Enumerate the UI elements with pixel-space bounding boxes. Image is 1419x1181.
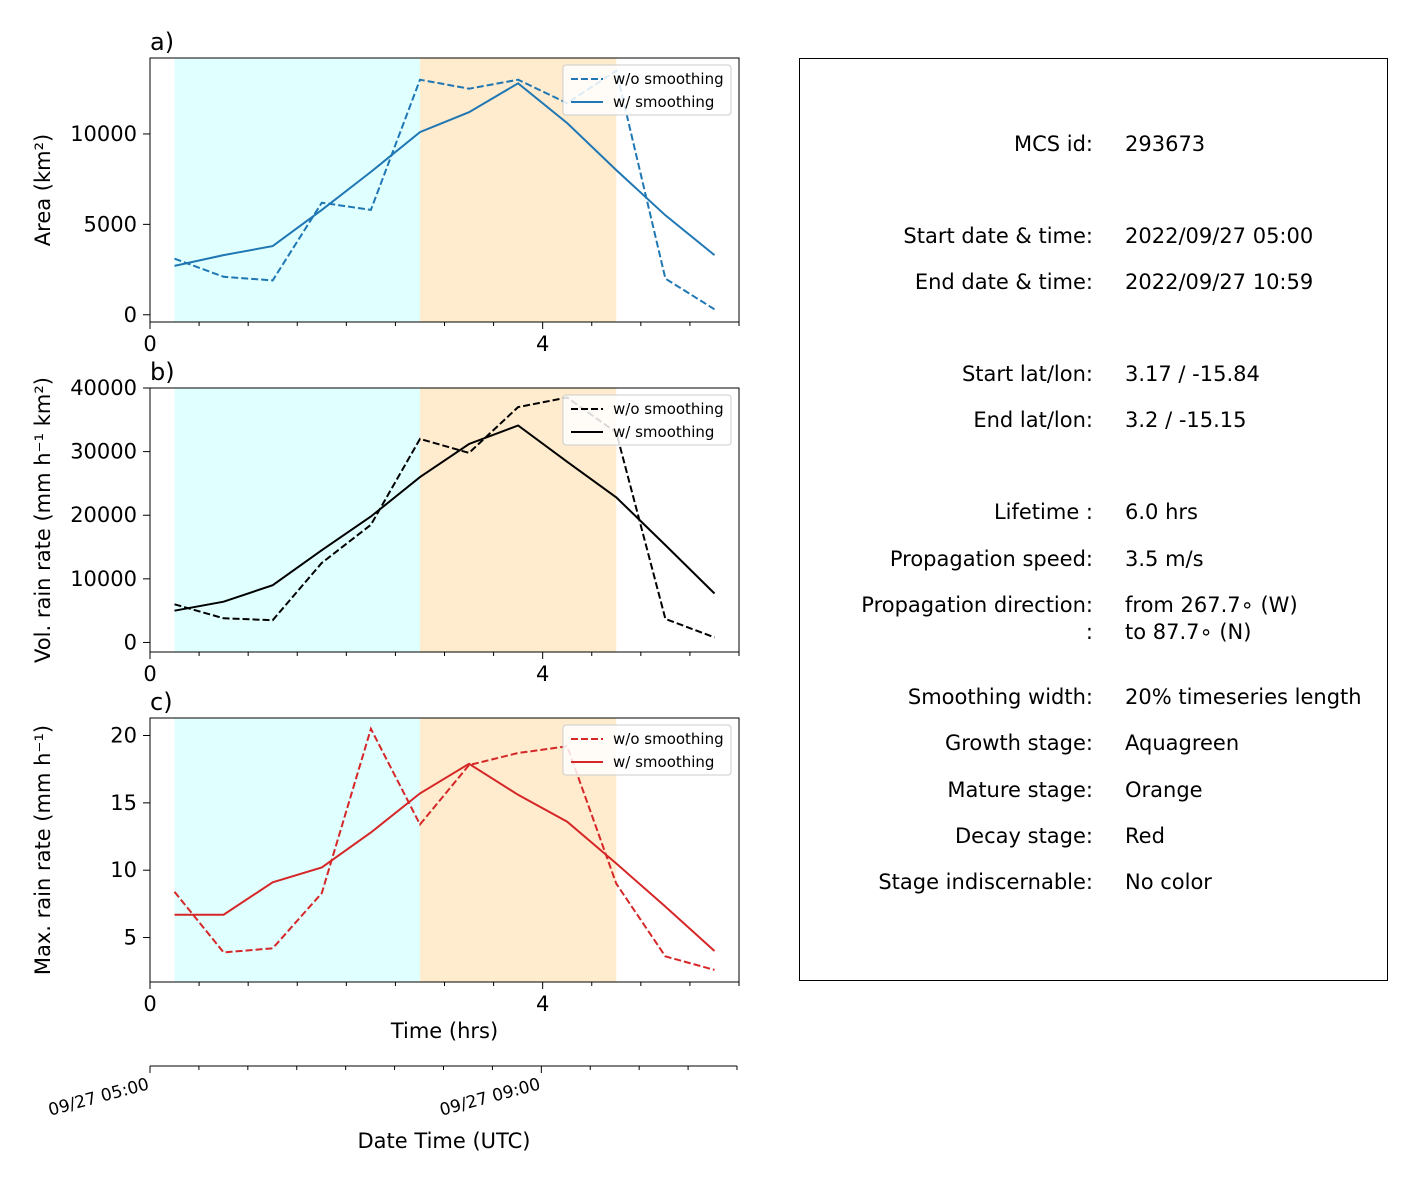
panel-label: c) — [150, 688, 173, 716]
y-axis-label: Max. rain rate (mm h⁻¹) — [31, 725, 55, 975]
info-row: Smoothing width: 20% timeseries length — [800, 685, 1389, 715]
info-value: 2022/09/27 05:00 — [1125, 224, 1314, 248]
info-label: : — [1085, 620, 1093, 644]
legend-box — [562, 64, 732, 116]
y-tick-label: 30000 — [70, 440, 137, 464]
info-row: End lat/lon: 3.2 / -15.15 — [800, 408, 1389, 438]
info-value: from 267.7∘ (W) — [1125, 593, 1298, 617]
panel-2: 0 4 0 10000 20000 30000 40000 b) Vol. rain rate … — [31, 358, 740, 686]
info-row: Propagation speed: 3.5 m/s — [800, 547, 1389, 577]
info-value: Red — [1125, 824, 1165, 848]
y-tick-label: 0 — [124, 303, 137, 327]
info-label: Growth stage: — [944, 731, 1093, 755]
stage-shade-1 — [174, 58, 420, 322]
legend-entry: w/o smoothing — [613, 400, 724, 418]
info-value: 6.0 hrs — [1125, 500, 1198, 524]
info-value: 20% timeseries length — [1125, 685, 1362, 709]
info-row: Start date & time: 2022/09/27 05:00 — [800, 224, 1389, 254]
info-label: Mature stage: — [947, 778, 1093, 802]
info-value: 3.17 / -15.84 — [1125, 362, 1260, 386]
raw-series-line — [174, 396, 715, 639]
info-row: Lifetime : 6.0 hrs — [800, 500, 1389, 530]
x-tick-label: 4 — [536, 992, 549, 1016]
info-label: Start lat/lon: — [961, 362, 1093, 386]
info-value: Aquagreen — [1125, 731, 1240, 755]
info-panel: MCS id: 293673 Start date & time: 2022/09/2… — [799, 58, 1388, 981]
info-label: Propagation direction: — [861, 593, 1093, 617]
date-axis-label: Date Time (UTC) — [358, 1129, 531, 1153]
y-tick-label: 10 — [110, 858, 137, 882]
info-value: 293673 — [1125, 132, 1206, 156]
y-tick-label: 10000 — [70, 567, 137, 591]
panel-3: 0 4 5 10 15 20 c) Max. rain rate (mm h⁻¹) Time (… — [31, 688, 740, 1043]
legend: w/o smoothing w/ smoothing — [562, 394, 732, 446]
stage-shade-1 — [174, 718, 420, 982]
info-label: MCS id: — [1013, 132, 1093, 156]
panel-1: 0 4 0 5000 10000 a) Area (km²) w/o smoothing w/ … — [31, 28, 740, 356]
info-row: End date & time: 2022/09/27 10:59 — [800, 270, 1389, 300]
info-label: Lifetime : — [993, 500, 1093, 524]
smoothed-series-line — [174, 424, 716, 612]
info-label: End lat/lon: — [973, 408, 1093, 432]
y-tick-label: 0 — [124, 630, 137, 654]
info-value: 3.2 / -15.15 — [1125, 408, 1247, 432]
info-value: 2022/09/27 10:59 — [1125, 270, 1314, 294]
stage-shade-1 — [174, 388, 420, 652]
info-label: Stage indiscernable: — [878, 870, 1093, 894]
legend-entry: w/ smoothing — [613, 93, 714, 111]
y-tick-label: 20 — [110, 724, 137, 748]
y-tick-label: 20000 — [70, 503, 137, 527]
legend-box — [562, 394, 732, 446]
legend: w/o smoothing w/ smoothing — [562, 64, 732, 116]
legend-entry: w/ smoothing — [613, 423, 714, 441]
y-tick-label: 10000 — [70, 122, 137, 146]
info-label: Start date & time: — [903, 224, 1093, 248]
info-value: Orange — [1125, 778, 1203, 802]
info-value: No color — [1125, 870, 1212, 894]
y-axis-label: Vol. rain rate (mm h⁻¹ km²) — [31, 377, 55, 663]
legend-entry: w/ smoothing — [613, 753, 714, 771]
x-tick-label: 0 — [143, 332, 156, 356]
date-tick-label: 09/27 09:00 — [438, 1075, 543, 1121]
info-row: Decay stage: Red — [800, 824, 1389, 854]
info-row: Growth stage: Aquagreen — [800, 731, 1389, 761]
x-tick-label: 4 — [536, 662, 549, 686]
panel-label: a) — [150, 28, 174, 56]
date-axis: 09/27 05:00 09/27 09:00 Date Time (UTC) — [46, 1065, 738, 1153]
info-row: Stage indiscernable: No color — [800, 870, 1389, 900]
y-axis-label: Area (km²) — [31, 134, 55, 246]
x-tick-label: 4 — [536, 332, 549, 356]
info-value: 3.5 m/s — [1125, 547, 1204, 571]
info-row: : to 87.7∘ (N) — [800, 620, 1389, 650]
info-value: to 87.7∘ (N) — [1125, 620, 1252, 644]
info-label: Propagation speed: — [889, 547, 1093, 571]
legend-entry: w/o smoothing — [613, 730, 724, 748]
x-tick-label: 0 — [143, 662, 156, 686]
legend: w/o smoothing w/ smoothing — [562, 724, 732, 776]
smoothed-series-line — [174, 762, 716, 952]
panel-label: b) — [150, 358, 175, 386]
legend-box — [562, 724, 732, 776]
info-row: MCS id: 293673 — [800, 132, 1389, 162]
info-label: Smoothing width: — [907, 685, 1093, 709]
legend-entry: w/o smoothing — [613, 70, 724, 88]
y-tick-label: 5000 — [84, 212, 137, 236]
info-label: End date & time: — [914, 270, 1093, 294]
smoothed-series-line — [174, 82, 716, 267]
info-row: Propagation direction: from 267.7∘ (W) — [800, 593, 1389, 623]
y-tick-label: 40000 — [70, 376, 137, 400]
info-row: Mature stage: Orange — [800, 778, 1389, 808]
x-tick-label: 0 — [143, 992, 156, 1016]
y-tick-label: 15 — [110, 791, 137, 815]
info-label: Decay stage: — [955, 824, 1093, 848]
date-tick-label: 09/27 05:00 — [46, 1075, 151, 1121]
y-tick-label: 5 — [124, 926, 137, 950]
info-row: Start lat/lon: 3.17 / -15.84 — [800, 362, 1389, 392]
x-axis-label: Time (hrs) — [390, 1019, 498, 1043]
